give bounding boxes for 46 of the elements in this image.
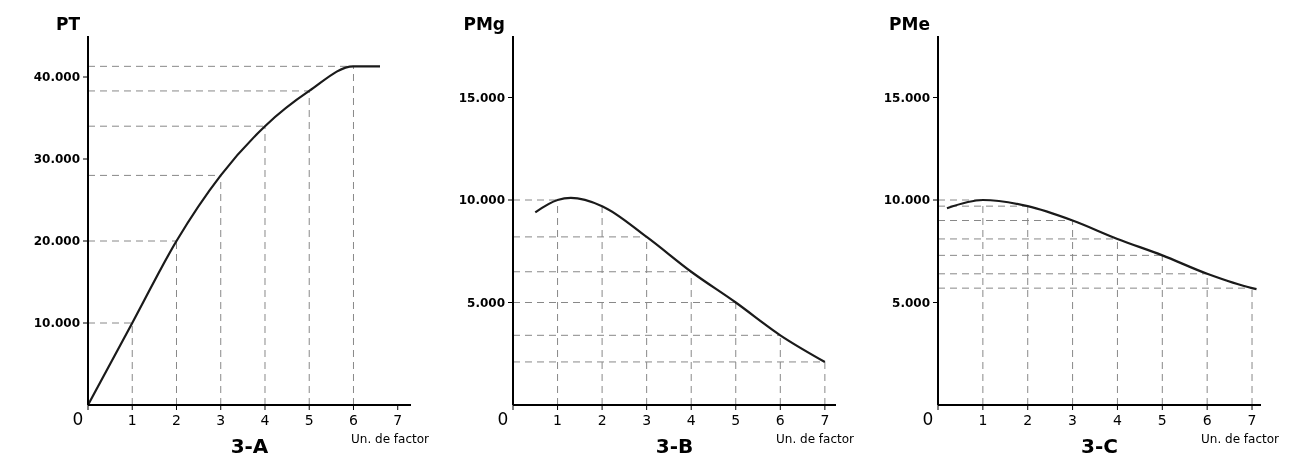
x-tick-label: 3: [216, 412, 226, 428]
x-tick-label: 2: [597, 412, 607, 428]
x-tick-label: 7: [1247, 412, 1257, 428]
y-axis-title: PT: [55, 14, 81, 34]
x-tick-label: 6: [1202, 412, 1212, 428]
x-tick-label: 6: [349, 412, 359, 428]
text: 3-C: [1081, 434, 1118, 458]
x-axis-title: Un. de factor: [1201, 432, 1280, 446]
text: 3-A: [230, 434, 269, 458]
y-tick-label: 10.000: [33, 316, 80, 331]
x-tick-label: 7: [393, 412, 403, 428]
text: 3-B: [655, 434, 694, 458]
y-tick-label: 20.000: [33, 234, 80, 249]
x-tick-label: 3: [642, 412, 652, 428]
y-tick-label: 15.000: [883, 90, 930, 105]
x-axis-title: Un. de factor: [351, 432, 430, 446]
y-axis-title: PMg: [463, 14, 505, 34]
x-tick-label: 4: [260, 412, 270, 428]
y-tick-label: 5.000: [467, 295, 505, 310]
x-tick-label: 1: [553, 412, 563, 428]
x-tick-label: 5: [1157, 412, 1167, 428]
x-tick-label: 0: [72, 409, 84, 429]
y-tick-label: 10.000: [458, 193, 505, 208]
line-series: [945, 198, 1258, 291]
x-axis-title: Un. de factor: [776, 432, 855, 446]
x-tick-label: 3: [1068, 412, 1078, 428]
y-tick-label: 5.000: [892, 295, 930, 310]
x-tick-label: 7: [820, 412, 830, 428]
x-tick-label: 5: [731, 412, 741, 428]
x-tick-label: 6: [775, 412, 785, 428]
x-tick-label: 1: [978, 412, 988, 428]
line-series: [534, 196, 826, 364]
y-tick-label: 10.000: [883, 193, 930, 208]
y-tick-label: 15.000: [458, 90, 505, 105]
x-tick-label: 5: [304, 412, 314, 428]
y-tick-label: 30.000: [33, 152, 80, 167]
x-tick-label: 0: [922, 409, 934, 429]
x-tick-label: 2: [172, 412, 181, 428]
x-tick-label: 1: [127, 412, 137, 428]
x-tick-label: 2: [1023, 412, 1033, 428]
y-tick-label: 40.000: [33, 70, 80, 85]
line-series: [86, 65, 382, 407]
y-axis-title: PMe: [889, 14, 930, 34]
x-tick-label: 0: [497, 409, 509, 429]
x-tick-label: 4: [686, 412, 696, 428]
x-tick-label: 4: [1112, 412, 1122, 428]
